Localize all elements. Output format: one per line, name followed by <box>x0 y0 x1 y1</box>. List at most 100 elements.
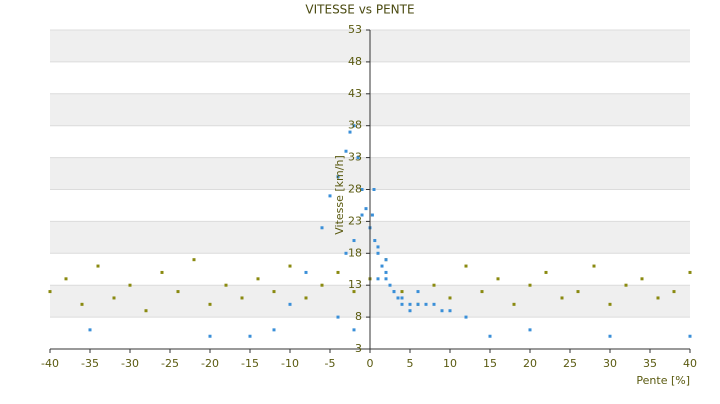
point <box>208 334 212 338</box>
point <box>208 302 212 306</box>
point <box>288 264 292 268</box>
point <box>320 283 324 287</box>
x-tick-label: 10 <box>443 357 457 370</box>
x-tick-label: -35 <box>81 357 99 370</box>
point <box>96 264 100 268</box>
point <box>364 207 368 211</box>
y-axis-title: Vitesse [km/h] <box>333 155 346 235</box>
point <box>488 334 492 338</box>
point <box>370 213 374 217</box>
point <box>248 334 252 338</box>
point <box>336 315 340 319</box>
point <box>688 334 692 338</box>
point <box>384 258 388 262</box>
x-tick-label: 20 <box>523 357 537 370</box>
x-tick-label: 0 <box>367 357 374 370</box>
point <box>384 277 388 281</box>
y-tick-label: 13 <box>348 278 362 291</box>
point <box>608 334 612 338</box>
point <box>288 302 292 306</box>
point <box>400 290 404 294</box>
point <box>688 270 692 274</box>
point <box>64 277 68 281</box>
point <box>384 270 388 274</box>
point <box>396 296 400 300</box>
point <box>608 302 612 306</box>
y-tick-label: 28 <box>348 183 362 196</box>
point <box>304 296 308 300</box>
point <box>464 264 468 268</box>
x-tick-label: 5 <box>407 357 414 370</box>
point <box>272 290 276 294</box>
point <box>192 258 196 262</box>
x-tick-label: -15 <box>241 357 259 370</box>
x-tick-label: -10 <box>281 357 299 370</box>
point <box>528 328 532 332</box>
point <box>344 251 348 255</box>
point <box>432 283 436 287</box>
point <box>144 309 148 313</box>
x-tick-label: -40 <box>41 357 59 370</box>
x-tick-label: 15 <box>483 357 497 370</box>
point <box>440 309 444 313</box>
point <box>328 194 332 198</box>
point <box>176 290 180 294</box>
point <box>320 226 324 230</box>
y-tick-label: 38 <box>348 119 362 132</box>
point <box>512 302 516 306</box>
x-tick-label: -5 <box>325 357 336 370</box>
x-tick-label: 35 <box>643 357 657 370</box>
point <box>416 302 420 306</box>
point <box>112 296 116 300</box>
y-tick-label: 53 <box>348 23 362 36</box>
y-tick-label: 3 <box>355 342 362 355</box>
x-tick-label: 40 <box>683 357 697 370</box>
x-tick-label: 25 <box>563 357 577 370</box>
point <box>400 296 404 300</box>
point <box>376 245 380 249</box>
point <box>560 296 564 300</box>
point <box>336 175 340 179</box>
point <box>640 277 644 281</box>
point <box>372 188 376 191</box>
y-tick-label: 33 <box>348 151 362 164</box>
point <box>464 315 468 319</box>
point <box>416 290 420 294</box>
point <box>272 328 276 332</box>
point <box>348 130 352 134</box>
point <box>480 290 484 294</box>
point <box>48 290 52 294</box>
point <box>373 239 377 243</box>
point <box>360 213 364 217</box>
y-tick-label: 18 <box>348 246 362 259</box>
y-tick-label: 48 <box>348 55 362 68</box>
y-tick-label: 23 <box>348 214 362 227</box>
point <box>256 277 260 281</box>
x-tick-label: 30 <box>603 357 617 370</box>
x-axis-title: Pente [%] <box>636 374 690 387</box>
y-tick-label: 8 <box>355 310 362 323</box>
point <box>344 149 348 153</box>
point <box>448 309 452 313</box>
point <box>400 302 404 306</box>
point <box>528 283 532 287</box>
point <box>352 290 356 294</box>
x-tick-label: -25 <box>161 357 179 370</box>
x-tick-label: -30 <box>121 357 139 370</box>
point <box>356 156 360 160</box>
point <box>352 124 356 128</box>
point <box>380 264 384 268</box>
point <box>128 283 132 287</box>
point <box>336 270 340 274</box>
point <box>408 302 412 306</box>
point <box>376 251 380 255</box>
point <box>88 328 92 332</box>
point <box>592 264 596 268</box>
point <box>576 290 580 294</box>
point <box>160 270 164 274</box>
point <box>360 188 364 191</box>
chart-title: VITESSE vs PENTE <box>305 3 414 17</box>
point <box>544 270 548 274</box>
point <box>448 296 452 300</box>
